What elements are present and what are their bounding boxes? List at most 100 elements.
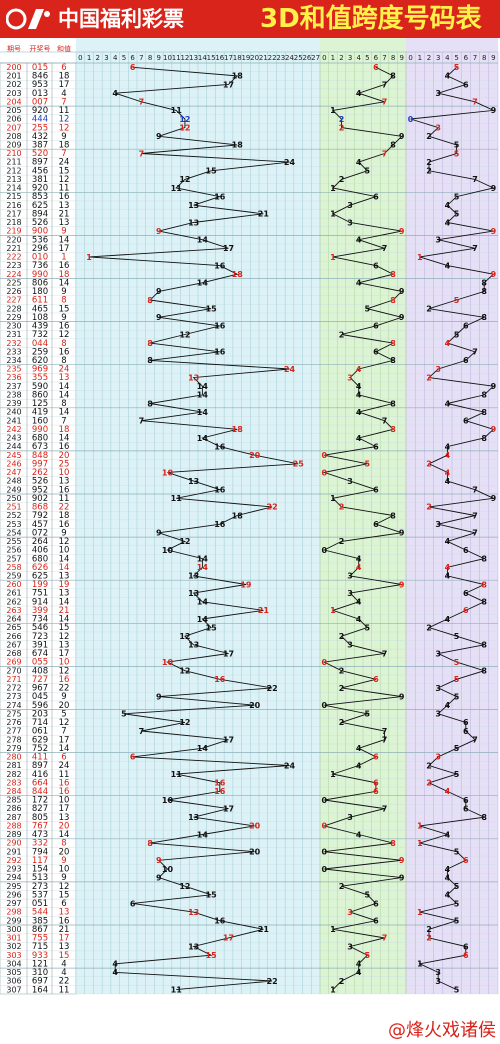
period-cell: 258 <box>6 563 21 572</box>
span-point-label: 5 <box>454 192 460 201</box>
span-point-label: 4 <box>445 873 451 882</box>
period-cell: 233 <box>6 347 21 356</box>
sum-cell: 13 <box>59 201 70 211</box>
period-cell: 211 <box>6 158 21 167</box>
sum-point-label: 6 <box>130 899 136 908</box>
sum-point-label: 25 <box>293 460 305 469</box>
sum-cell: 8 <box>61 839 66 849</box>
period-cell: 236 <box>6 373 21 382</box>
number-cell: 723 <box>32 632 48 642</box>
period-cell: 268 <box>6 649 21 658</box>
number-cell: 180 <box>32 287 48 297</box>
period-cell: 201 <box>6 72 21 81</box>
sum-axis-tick-label: 17 <box>224 54 233 62</box>
period-cell: 207 <box>6 123 21 132</box>
number-cell: 125 <box>32 399 48 409</box>
span-point-label: 3 <box>435 365 441 374</box>
span-point-label: 7 <box>472 244 478 253</box>
span-point-label: 5 <box>454 744 460 753</box>
sum-point-label: 11 <box>171 770 183 779</box>
span-point-label: 4 <box>445 830 451 839</box>
tail-point-label: 9 <box>399 227 405 236</box>
period-cell: 200 <box>6 63 21 72</box>
tail-point-label: 8 <box>390 425 396 434</box>
sum-point-label: 16 <box>214 779 226 788</box>
number-cell: 007 <box>32 97 48 107</box>
number-cell: 160 <box>32 416 48 426</box>
sum-point-label: 15 <box>206 304 218 313</box>
sum-point-label: 1 <box>86 253 92 262</box>
tail-point-label: 0 <box>322 546 328 555</box>
span-point-label: 6 <box>463 796 469 805</box>
sum-point-label: 12 <box>179 537 190 546</box>
period-cell: 222 <box>6 253 21 262</box>
sum-cell: 16 <box>59 787 70 797</box>
period-cell: 247 <box>6 468 21 477</box>
sum-axis-tick-label: 11 <box>172 54 181 62</box>
tail-point-label: 1 <box>330 494 336 503</box>
tail-point-label: 3 <box>347 218 353 227</box>
sum-axis-tick-label: 13 <box>189 54 198 62</box>
span-point-label: 4 <box>445 572 451 581</box>
period-cell: 297 <box>6 899 21 908</box>
period-cell: 250 <box>6 494 21 503</box>
span-axis-tick-label: 4 <box>445 54 450 62</box>
tail-point-label: 3 <box>347 201 353 210</box>
sum-point-label: 16 <box>214 322 226 331</box>
sum-point-label: 12 <box>179 123 190 132</box>
column-header-number: 开奖号 <box>30 44 51 53</box>
tail-point-label: 2 <box>339 977 345 986</box>
period-cell: 227 <box>6 296 21 305</box>
sum-axis-tick-label: 15 <box>207 54 216 62</box>
sum-point-label: 18 <box>232 425 244 434</box>
period-cell: 298 <box>6 908 21 917</box>
tail-point-label: 6 <box>373 675 379 684</box>
sum-cell: 13 <box>59 813 70 823</box>
period-cell: 265 <box>6 623 21 632</box>
number-cell: 664 <box>32 778 48 788</box>
tail-point-label: 6 <box>373 192 379 201</box>
sum-cell: 20 <box>59 847 70 857</box>
span-point-label: 2 <box>426 304 432 313</box>
sum-cell: 16 <box>59 916 70 926</box>
number-cell: 997 <box>32 459 48 469</box>
span-point-label: 4 <box>445 201 451 210</box>
sum-cell: 15 <box>59 890 70 900</box>
sum-cell: 8 <box>61 339 66 349</box>
sum-point-label: 18 <box>232 511 244 520</box>
number-cell: 990 <box>32 425 48 435</box>
span-point-label: 5 <box>454 882 460 891</box>
period-cell: 257 <box>6 554 21 563</box>
sum-point-label: 14 <box>197 615 209 624</box>
sum-axis-tick-label: 8 <box>148 54 152 62</box>
span-trend-line <box>410 66 496 991</box>
span-point-label: 2 <box>426 925 432 934</box>
sum-cell: 19 <box>59 580 70 590</box>
sum-point-label: 21 <box>258 925 270 934</box>
tail-point-label: 4 <box>356 598 362 607</box>
sum-point-label: 12 <box>179 632 190 641</box>
sum-point-label: 9 <box>156 227 162 236</box>
span-point-label: 6 <box>463 718 469 727</box>
span-axis-tick-label: 0 <box>408 54 412 62</box>
number-cell: 537 <box>32 890 48 900</box>
period-cell: 213 <box>6 175 21 184</box>
sum-point-label: 13 <box>188 589 199 598</box>
sum-point-label: 18 <box>232 270 244 279</box>
sum-point-label: 12 <box>179 667 190 676</box>
period-cell: 253 <box>6 520 21 529</box>
span-point-label: 7 <box>472 529 478 538</box>
tail-point-label: 2 <box>339 123 345 132</box>
sum-cell: 22 <box>59 503 70 513</box>
sum-cell: 6 <box>61 753 66 763</box>
sum-cell: 18 <box>59 425 70 435</box>
number-cell: 044 <box>32 339 48 349</box>
tail-point-label: 4 <box>356 830 362 839</box>
span-point-label: 8 <box>481 313 487 322</box>
span-point-label: 2 <box>426 460 432 469</box>
number-cell: 010 <box>32 253 48 263</box>
span-point-label: 1 <box>417 908 423 917</box>
number-cell: 953 <box>32 80 48 90</box>
period-cell: 302 <box>6 942 21 951</box>
span-point-label: 8 <box>481 391 487 400</box>
